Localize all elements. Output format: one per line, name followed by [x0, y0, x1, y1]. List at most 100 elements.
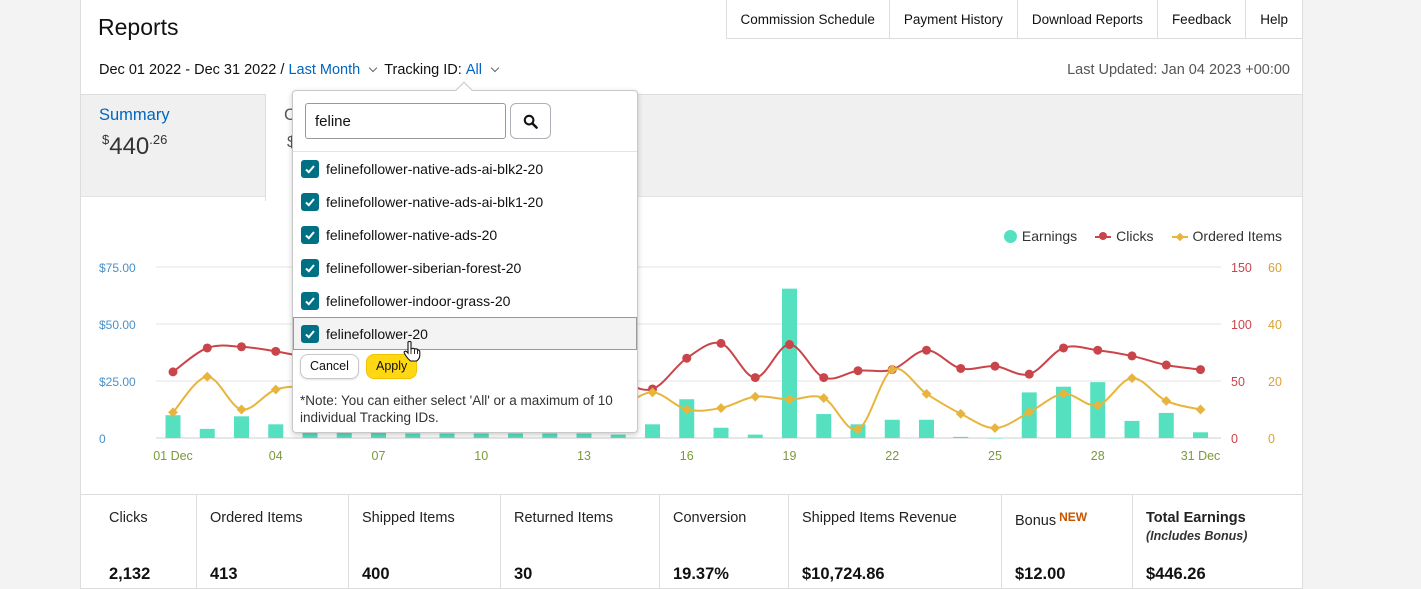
stat-value: 2,132 [109, 565, 151, 583]
clicks-point [1024, 369, 1034, 379]
y-tick-earnings: $25.00 [99, 375, 136, 389]
y-tick-ordered: 60 [1268, 261, 1282, 275]
earnings-bar [747, 434, 763, 438]
tracking-id-option[interactable]: felinefollower-native-ads-ai-blk1-20 [293, 185, 637, 218]
secondary-tab-amount: $ [287, 134, 296, 152]
chevron-down-icon[interactable] [490, 63, 500, 73]
y-tick-clicks: 50 [1231, 375, 1245, 389]
earnings-bar [816, 414, 832, 438]
search-button[interactable] [510, 103, 551, 139]
tracking-id-search-input[interactable] [305, 103, 506, 139]
ordered-point [681, 404, 692, 415]
tracking-id-option[interactable]: felinefollower-native-ads-ai-blk2-20 [293, 152, 637, 185]
new-badge: NEW [1059, 510, 1088, 524]
tracking-id-label[interactable]: Tracking ID: [384, 62, 462, 78]
ordered-point [270, 384, 281, 395]
stat-value: $10,724.86 [802, 565, 885, 583]
clicks-point [682, 353, 692, 363]
clicks-point [922, 345, 931, 355]
stat-returned-items: Returned Items 30 [500, 495, 659, 589]
checkbox-checked-icon[interactable] [301, 291, 319, 310]
earnings-bar [645, 424, 660, 438]
x-tick-label: 16 [680, 449, 694, 463]
stat-value: $12.00 [1015, 565, 1066, 583]
earnings-bar [473, 433, 489, 438]
stats-row: Clicks 2,132 Ordered Items 413 Shipped I… [81, 494, 1302, 589]
stat-ordered-items: Ordered Items 413 [196, 495, 348, 589]
stat-conversion: Conversion 19.37% [659, 495, 788, 589]
earnings-bar [1193, 432, 1208, 438]
checkbox-checked-icon[interactable] [301, 192, 319, 211]
summary-label: Summary [99, 106, 170, 124]
earnings-bar [713, 427, 729, 438]
earnings-bar [165, 415, 181, 438]
ordered-point [853, 424, 863, 435]
earnings-bar [542, 433, 558, 438]
clicks-point [956, 363, 966, 373]
chevron-down-icon[interactable] [368, 63, 378, 73]
earnings-bar [1124, 420, 1140, 438]
stat-total-earnings: Total Earnings (Includes Bonus) $446.26 [1132, 495, 1302, 589]
tracking-id-option[interactable]: felinefollower-siberian-forest-20 [293, 251, 637, 284]
summary-amount: $440.26 [102, 132, 167, 161]
date-range-text: Dec 01 2022 - Dec 31 2022 / [99, 62, 285, 78]
y-tick-ordered: 20 [1268, 375, 1282, 389]
checkbox-checked-icon[interactable] [301, 324, 319, 343]
ordered-point [236, 404, 247, 415]
y-tick-ordered: 40 [1268, 318, 1282, 332]
ordered-point [750, 391, 761, 402]
nav-payment-history[interactable]: Payment History [888, 0, 1017, 38]
legend-earnings[interactable]: Earnings [1003, 228, 1077, 244]
page-title: Reports [98, 14, 179, 40]
nav-feedback[interactable]: Feedback [1156, 0, 1245, 38]
chart-legend: Earnings Clicks Ordered Items [1003, 228, 1282, 244]
tracking-id-option[interactable]: felinefollower-indoor-grass-20 [293, 284, 637, 317]
tracking-id-dropdown[interactable]: All [465, 62, 482, 78]
clicks-point [1161, 360, 1171, 370]
y-tick-earnings: 0 [99, 432, 106, 446]
ordered-diamond-icon [1171, 230, 1188, 243]
ordered-point [202, 371, 213, 382]
stat-value: 400 [362, 565, 390, 583]
period-dropdown[interactable]: Last Month [288, 62, 361, 78]
y-tick-earnings: $50.00 [99, 318, 136, 332]
ordered-point [1024, 407, 1035, 418]
tab-summary[interactable]: Summary $440.26 [81, 94, 265, 197]
checkbox-checked-icon[interactable] [301, 258, 319, 277]
stat-subtitle: (Includes Bonus) [1146, 529, 1248, 543]
earnings-bar [234, 416, 249, 438]
ordered-point [784, 394, 795, 405]
y-tick-clicks: 0 [1231, 432, 1238, 446]
stat-clicks: Clicks 2,132 [109, 510, 151, 583]
tracking-id-option[interactable]: felinefollower-20 [293, 317, 637, 350]
tracking-id-option[interactable]: felinefollower-native-ads-20 [293, 218, 637, 251]
cancel-button[interactable]: Cancel [300, 354, 359, 379]
x-tick-label: 04 [269, 449, 283, 463]
earnings-bar [576, 433, 592, 438]
amount-cents: .26 [149, 132, 168, 147]
ordered-point [647, 387, 658, 398]
x-tick-label: 25 [988, 449, 1002, 463]
nav-commission-schedule[interactable]: Commission Schedule [740, 12, 875, 27]
secondary-tab-label: C [284, 106, 296, 124]
stat-value: 19.37% [673, 565, 729, 583]
y-tick-clicks: 150 [1231, 261, 1252, 275]
legend-clicks[interactable]: Clicks [1095, 228, 1154, 244]
legend-ordered-items[interactable]: Ordered Items [1171, 228, 1282, 244]
clicks-point [785, 340, 794, 350]
top-nav: Commission Schedule Payment History Down… [725, 0, 1303, 39]
ordered-point [1058, 388, 1069, 399]
earnings-bar [268, 424, 284, 438]
filter-bar: Dec 01 2022 - Dec 31 2022 / Last Month T… [99, 62, 506, 78]
nav-help[interactable]: Help [1245, 0, 1302, 38]
x-tick-label: 19 [783, 449, 797, 463]
ordered-point [1161, 396, 1172, 406]
checkbox-checked-icon[interactable] [301, 159, 319, 178]
earnings-bar [610, 434, 626, 438]
y-tick-clicks: 100 [1231, 318, 1252, 332]
nav-download-reports[interactable]: Download Reports [1016, 0, 1157, 38]
checkbox-checked-icon[interactable] [301, 225, 319, 244]
earnings-bar [884, 419, 900, 438]
clicks-point [716, 338, 726, 348]
stat-bonus: Bonus NEW $12.00 [1001, 495, 1132, 589]
